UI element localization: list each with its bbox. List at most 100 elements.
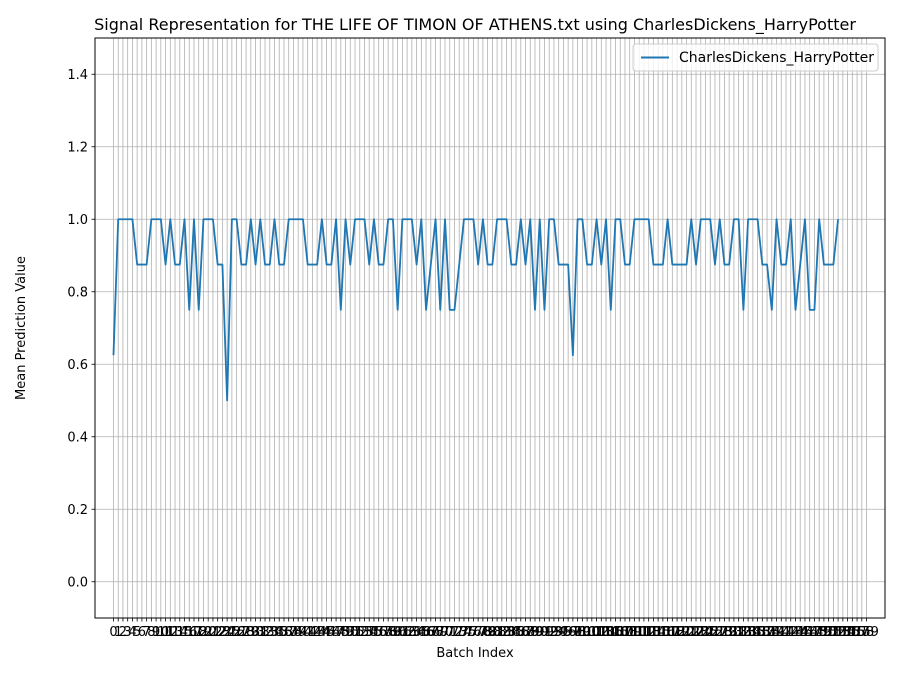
x-tick-label: 101 [579, 625, 604, 640]
x-tick-label: 146 [793, 625, 818, 640]
x-tick-label: 77 [470, 625, 487, 640]
x-tick-label: 6 [138, 625, 146, 640]
x-tick-label: 118 [660, 625, 685, 640]
x-tick-label: 134 [736, 625, 761, 640]
legend-label: CharlesDickens_HarryPotter [679, 50, 874, 66]
x-tick-label: 122 [679, 625, 704, 640]
x-tick-label: 94 [550, 625, 567, 640]
y-tick-label: 0.6 [67, 358, 88, 373]
x-tick-label: 70 [437, 625, 454, 640]
plot-frame [94, 37, 886, 619]
x-tick-label: 16 [181, 625, 198, 640]
x-tick-label: 113 [636, 625, 661, 640]
x-tick-label: 153 [826, 625, 851, 640]
x-tick-label: 15 [176, 625, 193, 640]
x-tick-label: 158 [849, 625, 874, 640]
x-tick-label: 126 [698, 625, 723, 640]
y-tick-label: 0.4 [67, 430, 88, 445]
x-tick-label: 76 [465, 625, 482, 640]
x-tick-label: 116 [650, 625, 675, 640]
x-tick-label: 104 [594, 625, 619, 640]
x-tick-label: 85 [508, 625, 525, 640]
x-tick-label: 43 [309, 625, 326, 640]
x-tick-label: 149 [807, 625, 832, 640]
x-tick-label: 46 [323, 625, 340, 640]
legend: CharlesDickens_HarryPotter [632, 43, 879, 72]
x-tick-label: 18 [190, 625, 207, 640]
x-tick-label: 78 [475, 625, 492, 640]
x-tick-label: 73 [451, 625, 468, 640]
x-tick-label: 34 [266, 625, 283, 640]
x-tick-label: 81 [489, 625, 506, 640]
x-tick-label: 135 [740, 625, 765, 640]
x-tick-label: 105 [598, 625, 623, 640]
x-tick-label: 157 [845, 625, 870, 640]
x-tick-label: 2 [119, 625, 127, 640]
x-tick-label: 0 [109, 625, 117, 640]
x-tick-label: 53 [356, 625, 373, 640]
x-tick-label: 23 [214, 625, 231, 640]
x-tick-label: 143 [778, 625, 803, 640]
x-tick-label: 136 [745, 625, 770, 640]
x-tick-label: 96 [560, 625, 577, 640]
x-tick-label: 45 [318, 625, 335, 640]
x-tick-label: 50 [342, 625, 359, 640]
x-tick-label: 14 [172, 625, 189, 640]
x-tick-label: 154 [830, 625, 855, 640]
y-tick-label: 1.2 [67, 140, 88, 155]
x-tick-label: 25 [224, 625, 241, 640]
x-tick-label: 33 [261, 625, 278, 640]
x-tick-label: 159 [854, 625, 879, 640]
x-tick-label: 82 [494, 625, 511, 640]
x-tick-label: 145 [788, 625, 813, 640]
x-tick-label: 125 [693, 625, 718, 640]
x-tick-label: 152 [821, 625, 846, 640]
x-tick-label: 51 [347, 625, 364, 640]
x-tick-label: 86 [513, 625, 530, 640]
x-tick-label: 71 [441, 625, 458, 640]
x-tick-label: 147 [797, 625, 822, 640]
x-tick-label: 90 [531, 625, 548, 640]
x-tick-label: 66 [418, 625, 435, 640]
x-tick-label: 27 [233, 625, 250, 640]
x-tick-label: 137 [750, 625, 775, 640]
x-tick-label: 3 [124, 625, 132, 640]
x-tick-label: 55 [366, 625, 383, 640]
x-tick-label: 121 [674, 625, 699, 640]
series-layer [112, 218, 840, 402]
x-tick-label: 42 [304, 625, 321, 640]
x-tick-label: 8 [147, 625, 155, 640]
x-tick-label: 108 [613, 625, 638, 640]
x-tick-label: 80 [484, 625, 501, 640]
x-tick-label: 44 [314, 625, 331, 640]
x-tick-label: 87 [517, 625, 534, 640]
x-axis-label: Batch Index [436, 646, 514, 661]
x-tick-label: 48 [333, 625, 350, 640]
x-tick-label: 57 [375, 625, 392, 640]
x-tick-label: 138 [755, 625, 780, 640]
x-tick-label: 54 [361, 625, 378, 640]
x-tick-label: 49 [337, 625, 354, 640]
x-tick-label: 144 [783, 625, 808, 640]
x-tick-label: 68 [427, 625, 444, 640]
x-tick-label: 148 [802, 625, 827, 640]
x-tick-label: 129 [712, 625, 737, 640]
x-axis-ticks: 0123456789101112131415161718192021222324… [109, 618, 879, 640]
x-tick-label: 36 [276, 625, 293, 640]
x-tick-label: 109 [617, 625, 642, 640]
x-tick-label: 7 [142, 625, 150, 640]
x-tick-label: 35 [271, 625, 288, 640]
x-tick-label: 120 [669, 625, 694, 640]
x-tick-label: 60 [389, 625, 406, 640]
x-tick-label: 75 [460, 625, 477, 640]
x-tick-label: 19 [195, 625, 212, 640]
series-line [112, 218, 840, 402]
x-tick-label: 40 [295, 625, 312, 640]
x-tick-label: 115 [646, 625, 671, 640]
x-tick-label: 5 [133, 625, 141, 640]
x-tick-label: 84 [503, 625, 520, 640]
x-tick-label: 124 [688, 625, 713, 640]
x-tick-label: 26 [228, 625, 245, 640]
x-tick-label: 24 [219, 625, 236, 640]
